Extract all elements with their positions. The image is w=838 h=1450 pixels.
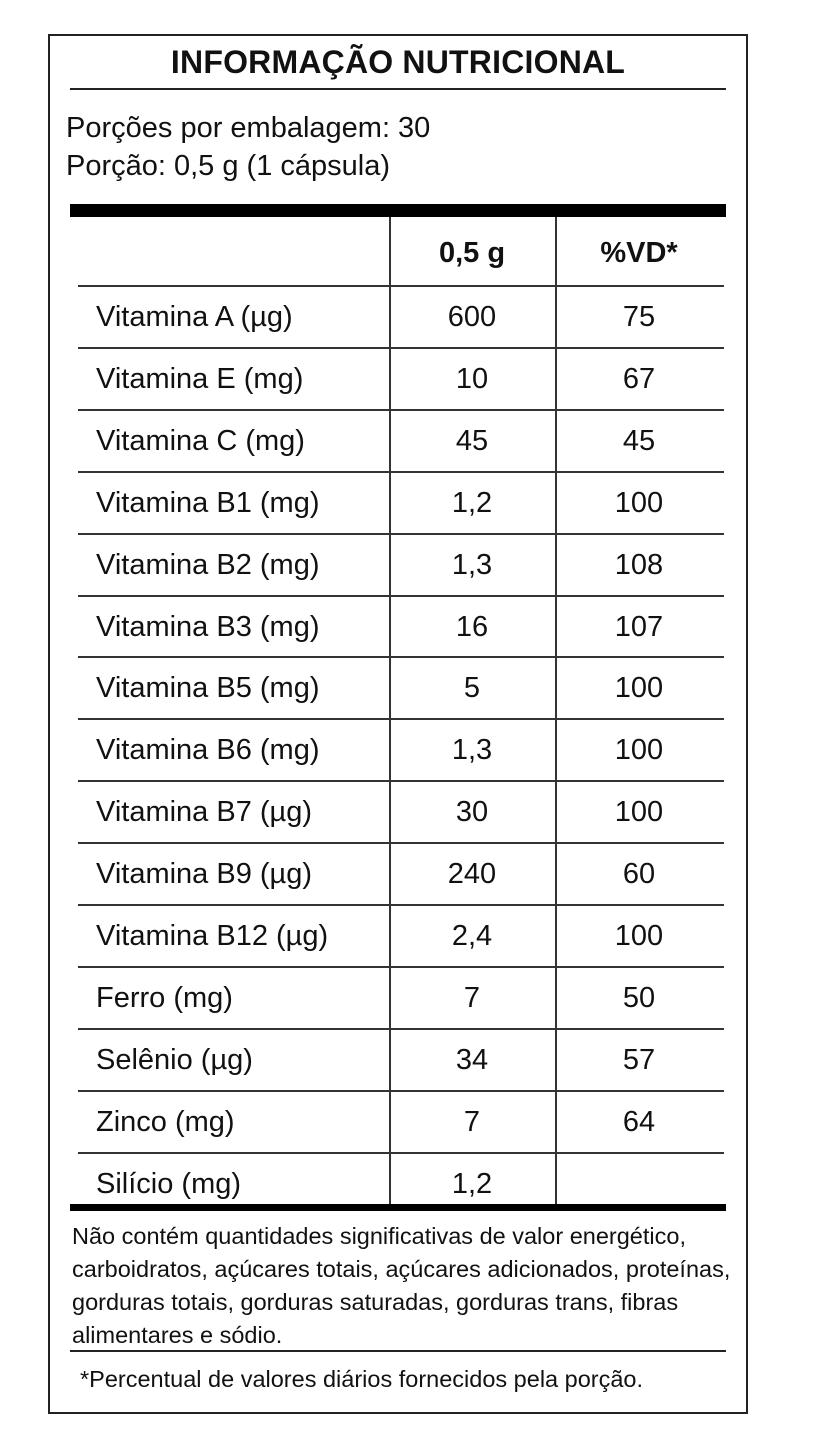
row-divider: [78, 904, 724, 906]
servings-per-package: Porções por embalagem: 30: [66, 112, 431, 144]
row-divider: [78, 594, 724, 597]
title-divider: [70, 88, 726, 90]
nutrient-name: Vitamina B5 (mg): [96, 672, 320, 705]
panel-title: INFORMAÇÃO NUTRICIONAL: [170, 44, 626, 80]
nutrient-name: Vitamina E (mg): [96, 362, 304, 395]
column-divider-1: [389, 217, 391, 1204]
footnote-not-significant: Não contém quantidades significativas de…: [72, 1223, 731, 1348]
nutrient-name: Vitamina A (µg): [96, 301, 293, 333]
nutrient-vd: 45: [622, 424, 656, 457]
row-divider: [78, 718, 724, 721]
footnote-vd: *Percentual de valores diários fornecido…: [80, 1366, 644, 1392]
nutrient-name: Vitamina B1 (mg): [96, 486, 320, 519]
nutrient-amount: 600: [447, 301, 497, 333]
nutrient-vd: 100: [614, 920, 664, 952]
row-divider: [78, 965, 724, 968]
nutrient-amount: 2,4: [451, 920, 493, 952]
row-divider: [78, 532, 724, 535]
nutrient-amount: 30: [455, 796, 489, 829]
nutrient-vd: 108: [614, 548, 664, 581]
nutrient-vd: 100: [614, 486, 664, 519]
header-vd: %VD*: [600, 237, 678, 269]
row-divider: [78, 1027, 724, 1030]
row-divider: [78, 1151, 724, 1154]
row-divider: [78, 346, 724, 349]
nutrient-vd: 67: [622, 362, 656, 395]
nutrient-name: Ferro (mg): [96, 981, 233, 1014]
nutrient-vd: 107: [614, 610, 664, 643]
nutrient-amount: 45: [455, 424, 489, 457]
nutrient-name: Vitamina B3 (mg): [96, 610, 320, 643]
nutrient-name: Vitamina C (mg): [96, 424, 305, 457]
nutrient-name: Vitamina B7 (µg): [96, 796, 313, 829]
row-divider: [78, 842, 724, 845]
row-divider: [78, 656, 724, 659]
nutrient-vd: 50: [622, 981, 656, 1014]
nutrient-amount: 1,3: [451, 734, 493, 767]
nutrient-amount: 1,3: [451, 548, 493, 581]
nutrient-name: Zinco (mg): [96, 1105, 235, 1138]
nutrition-table: 0,5 g %VD* Vitamina A (µg) 600 75 Vitamina …: [78, 217, 724, 1204]
nutrient-vd: 75: [622, 301, 656, 333]
nutrient-name: Silício (mg): [96, 1167, 242, 1200]
nutrient-vd: 100: [614, 796, 664, 829]
nutrient-amount: 7: [463, 981, 481, 1014]
row-divider: [78, 285, 724, 287]
row-divider: [78, 408, 724, 411]
nutrient-amount: 240: [447, 858, 497, 891]
nutrient-amount: 1,2: [451, 1167, 493, 1200]
nutrient-amount: 5: [463, 672, 481, 705]
header-amount: 0,5 g: [438, 237, 506, 269]
nutrient-vd: 64: [622, 1105, 656, 1138]
thick-divider-top: [70, 204, 726, 217]
nutrient-name: Selênio (µg): [96, 1043, 253, 1076]
nutrient-name: Vitamina B2 (mg): [96, 548, 320, 581]
nutrient-name: Vitamina B9 (µg): [96, 858, 313, 891]
nutrient-amount: 7: [463, 1105, 481, 1138]
nutrient-amount: 16: [455, 610, 489, 643]
row-divider: [78, 1089, 724, 1092]
nutrient-amount: 34: [455, 1043, 489, 1076]
row-divider: [78, 470, 724, 473]
nutrient-vd: 100: [614, 734, 664, 767]
nutrient-vd: 100: [614, 672, 664, 705]
nutrient-name: Vitamina B6 (mg): [96, 734, 320, 767]
row-divider: [78, 780, 724, 783]
serving-size: Porção: 0,5 g (1 cápsula): [66, 150, 391, 182]
nutrient-vd: 57: [622, 1043, 656, 1076]
footnote-divider: [70, 1350, 726, 1352]
nutrient-name: Vitamina B12 (µg): [96, 920, 329, 952]
nutrition-facts-panel: INFORMAÇÃO NUTRICIONAL Porções por embal…: [48, 34, 748, 1414]
nutrient-vd: 60: [622, 858, 656, 891]
nutrient-amount: 10: [455, 362, 489, 395]
column-divider-2: [555, 217, 557, 1204]
nutrient-amount: 1,2: [451, 486, 493, 519]
thick-divider-bottom: [70, 1204, 726, 1211]
